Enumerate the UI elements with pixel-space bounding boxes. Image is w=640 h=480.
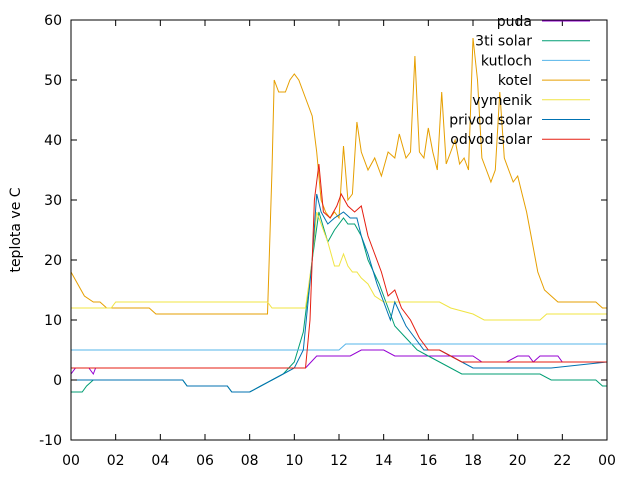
series-line-puda xyxy=(70,349,607,376)
x-tick-label: 20 xyxy=(509,453,527,469)
legend-entry-label: puda xyxy=(497,14,532,30)
y-tick-label: -10 xyxy=(39,433,62,449)
series-line-odvod-solar xyxy=(71,163,607,369)
x-tick-label: 04 xyxy=(151,453,169,469)
series-layer xyxy=(70,37,608,393)
ticks-layer: -10 0 10 20 30 40 50 60 00 02 04 06 08 10 12 14 16 18 20 22… xyxy=(39,13,616,469)
y-tick-label: 50 xyxy=(44,73,62,89)
x-tick-label: 22 xyxy=(553,453,571,469)
x-tick-label: 06 xyxy=(196,453,214,469)
x-tick-label: 16 xyxy=(419,453,437,469)
y-tick-label: 0 xyxy=(53,373,62,389)
series-line-kutloch xyxy=(71,343,607,351)
y-tick-label: 20 xyxy=(44,253,62,269)
x-tick-label: 02 xyxy=(107,453,125,469)
legend-entry-label: odvod solar xyxy=(450,132,532,148)
y-tick-label: 40 xyxy=(44,133,62,149)
y-axis-label: teplota ve C xyxy=(8,187,24,272)
y-tick-label: 10 xyxy=(44,313,62,329)
legend-entry-label: privod solar xyxy=(449,113,532,129)
x-tick-label: 12 xyxy=(330,453,348,469)
series-line-vymenik xyxy=(71,211,607,321)
x-tick-label: 08 xyxy=(241,453,259,469)
series-line-kotel xyxy=(70,37,607,315)
x-tick-label: 14 xyxy=(375,453,393,469)
legend-entry-label: vymenik xyxy=(472,93,533,109)
legend-entry-label: 3ti solar xyxy=(475,34,532,50)
x-tick-label: 18 xyxy=(464,453,482,469)
legend: puda 3ti solar kutloch kotel vymenik privod s… xyxy=(449,14,590,148)
x-tick-label: 00 xyxy=(62,453,80,469)
x-tick-label: 00 xyxy=(598,453,616,469)
y-tick-label: 30 xyxy=(44,193,62,209)
y-tick-label: 60 xyxy=(44,13,62,29)
legend-entry-label: kutloch xyxy=(481,53,532,69)
legend-entry-label: kotel xyxy=(498,73,532,89)
x-tick-label: 10 xyxy=(285,453,303,469)
